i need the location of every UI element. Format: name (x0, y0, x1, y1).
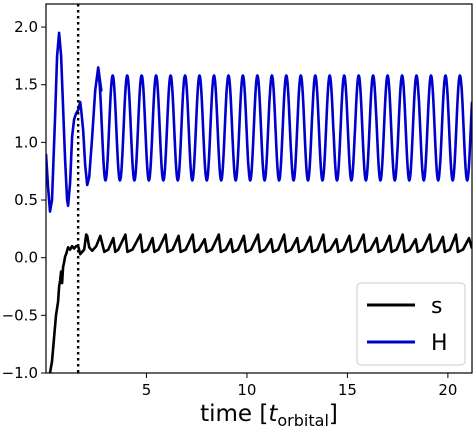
x-tick-label: 5 (142, 381, 152, 399)
legend-box (356, 282, 466, 366)
plot-area (46, 4, 472, 373)
y-tick-label: 0.5 (14, 191, 38, 209)
x-axis-title-variable: t (268, 401, 278, 427)
legend: sH (356, 282, 466, 366)
series-line-H (46, 31, 472, 213)
x-tick-label: 20 (438, 381, 457, 399)
legend-label-H: H (431, 331, 448, 356)
legend-label-s: s (431, 294, 442, 319)
x-axis-title-subscript: orbital (277, 411, 329, 428)
x-tick-label: 15 (338, 381, 357, 399)
y-tick-label: 1.0 (14, 133, 38, 151)
x-tick-label: 10 (237, 381, 256, 399)
x-axis-title-main: time [ (200, 401, 268, 427)
x-axis: 5 10 15 20 (142, 373, 457, 399)
y-tick-label: 1.5 (14, 76, 38, 94)
x-axis-title-close: ] (329, 401, 338, 427)
y-tick-label: −1.0 (2, 364, 38, 382)
axes-frame (45, 3, 473, 374)
y-tick-label: 2.0 (14, 18, 38, 36)
x-axis-title: time [torbital] (200, 401, 338, 428)
y-tick-label: 0.0 (14, 249, 38, 267)
y-tick-label: −0.5 (2, 306, 38, 324)
y-axis: −1.0 −0.5 0.0 0.5 1.0 1.5 2.0 (2, 18, 46, 382)
